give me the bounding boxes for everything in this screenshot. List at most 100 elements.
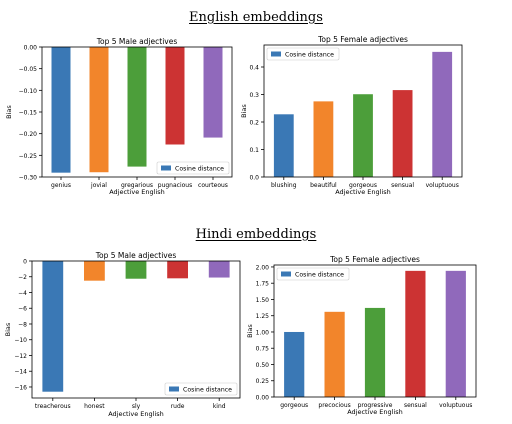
y-axis-label: Bias	[5, 105, 13, 119]
bar-gregarious	[127, 47, 147, 167]
bar-rude	[167, 261, 188, 279]
x-tick-label: treacherous	[35, 403, 71, 410]
y-axis-label: Bias	[4, 322, 12, 336]
y-tick-label: 1.00	[256, 329, 270, 336]
x-tick-label: precocious	[318, 402, 350, 409]
x-tick-label: sensual	[391, 182, 414, 189]
bar-precocious	[324, 311, 345, 397]
y-tick-label: −12	[14, 353, 27, 360]
section-title-english: English embeddings	[189, 10, 323, 25]
legend-label: Cosine distance	[183, 387, 232, 394]
x-tick-label: kind	[213, 403, 226, 410]
y-tick-label: −0.30	[19, 175, 38, 182]
legend-label: Cosine distance	[285, 52, 334, 59]
x-tick-label: blushing	[271, 182, 297, 189]
x-tick-label: beautiful	[310, 182, 337, 189]
y-tick-label: 0.3	[249, 92, 259, 99]
x-tick-label: sly	[132, 403, 141, 410]
chart-title: Top 5 Male adjectives	[95, 251, 177, 260]
y-tick-label: 0.00	[24, 45, 38, 52]
legend-box	[164, 382, 238, 396]
x-tick-label: voluptuous	[439, 402, 472, 409]
x-tick-label: gregarious	[121, 182, 153, 189]
y-tick-label: −16	[14, 384, 27, 391]
x-tick-label: rude	[171, 403, 185, 410]
legend-swatch	[271, 51, 281, 57]
x-tick-label: voluptuous	[426, 182, 459, 189]
bar-jovial	[89, 47, 109, 173]
bar-voluptuous	[432, 51, 453, 177]
x-axis-label: Adjective English	[109, 188, 165, 196]
bar-beautiful	[313, 101, 334, 177]
x-tick-label: gorgeous	[280, 402, 308, 409]
bar-blushing	[273, 114, 294, 177]
bar-treacherous	[42, 261, 64, 392]
x-tick-label: genius	[51, 182, 71, 189]
x-tick-label: jovial	[90, 182, 107, 189]
y-tick-label: 0.50	[256, 362, 270, 369]
legend: Cosine distance	[266, 47, 340, 61]
legend-box	[266, 47, 340, 61]
x-tick-label: sensual	[404, 402, 427, 409]
y-tick-label: −0.10	[19, 88, 38, 95]
x-axis-label: Adjective English	[335, 188, 391, 196]
y-tick-label: −0.25	[19, 153, 38, 160]
legend-swatch	[281, 271, 291, 277]
y-tick-label: −0.05	[19, 66, 38, 73]
bar-pugnacious	[165, 47, 185, 145]
y-tick-label: −0.20	[19, 131, 38, 138]
chart-title: Top 5 Female adjectives	[317, 35, 408, 44]
y-tick-label: 0.2	[249, 120, 259, 127]
y-tick-label: 1.25	[256, 313, 270, 320]
bar-kind	[208, 261, 230, 278]
bar-sensual	[392, 90, 413, 177]
y-axis-label: Bias	[246, 324, 254, 338]
bar-voluptuous	[445, 270, 466, 397]
bar-sly	[125, 261, 147, 279]
legend-label: Cosine distance	[295, 272, 344, 279]
bar-courteous	[203, 47, 223, 138]
chart-title: Top 5 Female adjectives	[329, 255, 420, 264]
x-tick-label: courteous	[198, 182, 228, 189]
legend-box	[156, 161, 230, 175]
y-tick-label: 0.75	[256, 346, 270, 353]
x-tick-label: pugnacious	[158, 182, 192, 189]
y-tick-label: 0.1	[249, 147, 259, 154]
y-tick-label: −14	[14, 369, 27, 376]
bar-sensual	[405, 270, 426, 397]
y-axis-label: Bias	[240, 104, 248, 118]
x-axis-label: Adjective English	[347, 408, 403, 416]
legend: Cosine distance	[156, 161, 230, 175]
bar-progressive	[364, 307, 386, 397]
bar-gorgeous	[353, 94, 373, 177]
y-tick-label: 0	[23, 259, 27, 266]
bar-genius	[51, 47, 71, 173]
x-axis-label: Adjective English	[108, 410, 164, 418]
y-tick-label: 2.00	[256, 264, 270, 271]
legend-swatch	[169, 386, 179, 392]
legend: Cosine distance	[164, 382, 238, 396]
y-tick-label: 0.25	[256, 378, 270, 385]
x-tick-label: progressive	[358, 402, 393, 409]
y-tick-label: −0.15	[19, 110, 38, 117]
y-tick-label: −8	[18, 321, 27, 328]
y-tick-label: 1.75	[256, 281, 270, 288]
chart-title: Top 5 Male adjectives	[96, 37, 178, 46]
y-tick-label: 0.00	[256, 395, 270, 402]
x-tick-label: gorgeous	[349, 182, 377, 189]
y-tick-label: −4	[18, 290, 27, 297]
section-title-hindi: Hindi embeddings	[195, 227, 317, 242]
y-tick-label: −10	[14, 337, 27, 344]
legend: Cosine distance	[276, 267, 350, 281]
y-tick-label: −2	[18, 274, 27, 281]
y-tick-label: 0.0	[249, 175, 259, 182]
y-tick-label: 1.50	[256, 297, 270, 304]
bar-gorgeous	[284, 331, 305, 397]
legend-swatch	[161, 165, 171, 171]
legend-label: Cosine distance	[175, 166, 224, 173]
y-tick-label: 0.4	[249, 65, 259, 72]
